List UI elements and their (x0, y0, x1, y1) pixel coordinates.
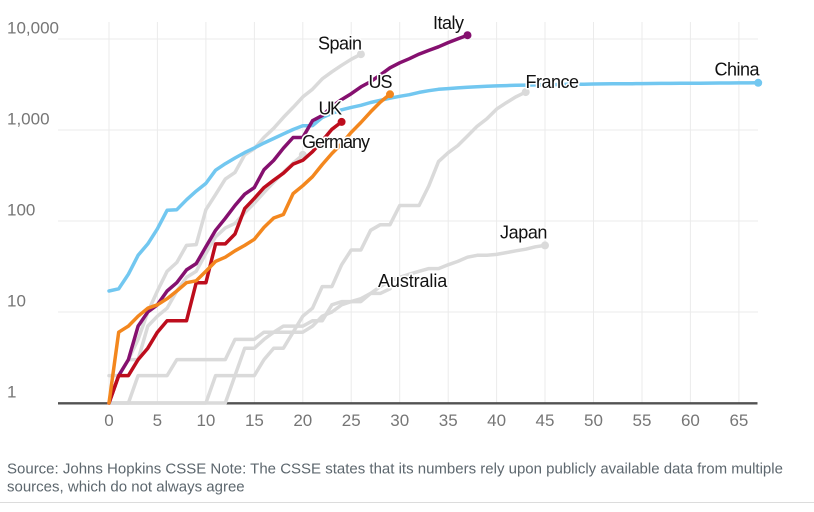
svg-text:25: 25 (342, 411, 361, 430)
svg-text:Australia: Australia (378, 271, 448, 291)
svg-text:0: 0 (104, 411, 113, 430)
svg-text:1,000: 1,000 (7, 110, 50, 129)
svg-text:10: 10 (7, 292, 26, 311)
svg-text:Italy: Italy (433, 13, 464, 33)
svg-text:Germany: Germany (302, 132, 370, 152)
svg-text:50: 50 (584, 411, 603, 430)
svg-text:65: 65 (729, 411, 748, 430)
svg-text:45: 45 (536, 411, 555, 430)
svg-text:Spain: Spain (318, 34, 362, 54)
svg-text:Japan: Japan (500, 223, 547, 243)
svg-text:40: 40 (487, 411, 506, 430)
svg-text:US: US (369, 72, 393, 92)
svg-text:sources, which do not always a: sources, which do not always agree (7, 479, 245, 496)
svg-text:5: 5 (153, 411, 162, 430)
svg-text:10,000: 10,000 (7, 19, 59, 38)
svg-text:15: 15 (245, 411, 264, 430)
svg-text:10: 10 (196, 411, 215, 430)
svg-text:55: 55 (633, 411, 652, 430)
svg-text:35: 35 (439, 411, 458, 430)
svg-text:China: China (715, 60, 761, 80)
svg-text:100: 100 (7, 201, 35, 220)
svg-text:1: 1 (7, 383, 16, 402)
svg-text:UK: UK (319, 99, 342, 119)
svg-text:Source: Johns Hopkins CSSE Not: Source: Johns Hopkins CSSE Note: The CSS… (7, 461, 783, 478)
svg-text:30: 30 (390, 411, 409, 430)
svg-text:60: 60 (681, 411, 700, 430)
svg-text:20: 20 (293, 411, 312, 430)
svg-text:France: France (526, 72, 580, 92)
